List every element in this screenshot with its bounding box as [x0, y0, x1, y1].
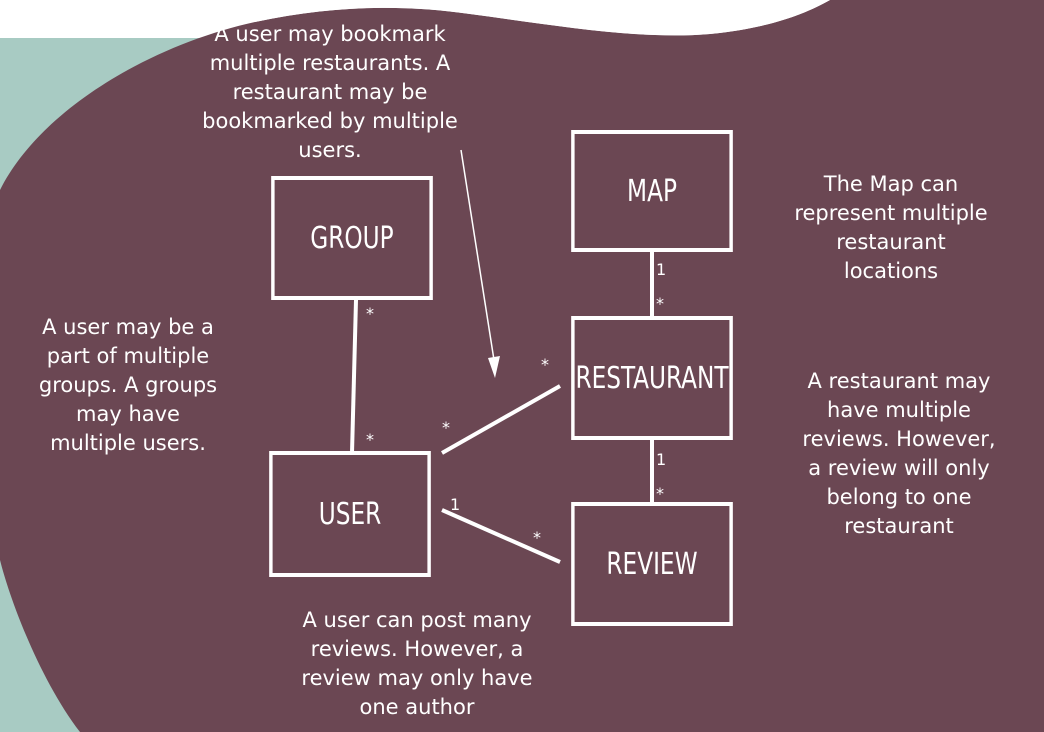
- entity-review-label: REVIEW: [606, 546, 698, 582]
- mult-restaurant-review-end: 1: [656, 450, 667, 469]
- entity-review: REVIEW: [571, 502, 733, 626]
- entity-map-label: MAP: [627, 173, 677, 209]
- white-wave: [230, 0, 830, 36]
- entity-group-label: GROUP: [310, 220, 394, 256]
- entity-group: GROUP: [271, 176, 433, 300]
- mult-restaurant-map-end: *: [656, 294, 664, 313]
- note-review: A restaurant may have multiple reviews. …: [802, 369, 996, 538]
- note-author: A user can post many reviews. However, a…: [301, 608, 533, 719]
- bookmark-arrow-head: [488, 356, 500, 378]
- mult-user-restaurant-end: *: [442, 418, 450, 437]
- mult-map-end: 1: [656, 260, 667, 279]
- line-user-restaurant: [441, 384, 561, 455]
- mult-group-end: *: [366, 304, 374, 323]
- entity-map: MAP: [571, 130, 733, 252]
- entity-user-label: USER: [318, 496, 382, 532]
- mult-review-user-end: *: [533, 528, 541, 547]
- mult-user-review-end: 1: [450, 495, 461, 514]
- note-map: The Map can represent multiple restauran…: [794, 172, 988, 283]
- bookmark-arrow-line: [460, 149, 495, 361]
- mult-restaurant-user-end: *: [541, 355, 549, 374]
- line-group-user: [350, 299, 358, 454]
- note-group: A user may be a part of multiple groups.…: [38, 315, 218, 455]
- mult-review-restaurant-end: *: [656, 484, 664, 503]
- mult-user-group-end: *: [366, 430, 374, 449]
- note-bookmark: A user may bookmark multiple restaurants…: [202, 22, 458, 162]
- line-user-review: [441, 508, 561, 564]
- entity-restaurant: RESTAURANT: [571, 316, 733, 440]
- entity-user: USER: [269, 451, 431, 577]
- entity-restaurant-label: RESTAURANT: [575, 360, 729, 396]
